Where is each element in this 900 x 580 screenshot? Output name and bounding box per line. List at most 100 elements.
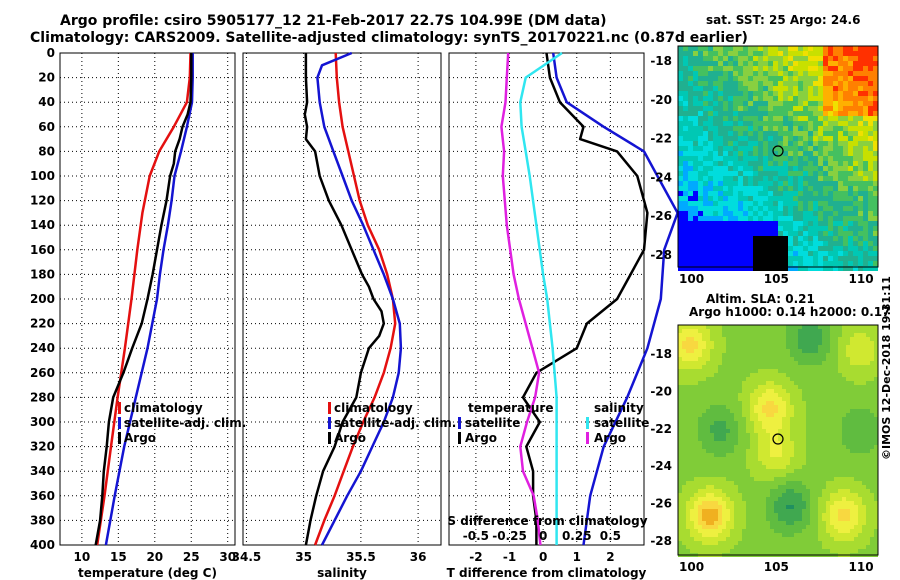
sla-map-cell — [790, 377, 794, 381]
sla-map-cell — [710, 345, 714, 349]
sla-map-cell — [730, 517, 734, 521]
sla-map-cell — [718, 409, 722, 413]
sla-y-tick: -22 — [650, 422, 672, 436]
sla-map-cell — [822, 541, 826, 545]
sst-map-cell — [678, 251, 683, 256]
sla-map-cell — [838, 417, 842, 421]
sst-map-cell — [718, 241, 723, 246]
sst-map-cell — [763, 156, 768, 161]
sla-map-cell — [694, 481, 698, 485]
sst-map-cell — [678, 91, 683, 96]
sst-map-cell — [803, 86, 808, 91]
sst-map-cell — [708, 236, 713, 241]
sst-map-cell — [808, 151, 813, 156]
sst-map-cell — [753, 221, 758, 226]
sst-map-cell — [758, 106, 763, 111]
sla-map-cell — [814, 329, 818, 333]
sla-map-cell — [694, 429, 698, 433]
sla-map-cell — [778, 473, 782, 477]
sla-map-cell — [714, 369, 718, 373]
sla-map-cell — [870, 477, 874, 481]
sst-map-cell — [693, 111, 698, 116]
sst-map-cell — [838, 231, 843, 236]
sla-map-cell — [722, 377, 726, 381]
sla-map-cell — [782, 405, 786, 409]
sla-map-cell — [690, 533, 694, 537]
sst-map-cell — [873, 146, 878, 151]
sla-map-cell — [718, 381, 722, 385]
depth-tick: 380 — [30, 513, 55, 527]
sla-map-cell — [702, 517, 706, 521]
sst-map-cell — [808, 261, 813, 266]
sst-map-cell — [698, 141, 703, 146]
sla-map-cell — [682, 537, 686, 541]
sla-map-cell — [838, 529, 842, 533]
sla-map-cell — [678, 417, 682, 421]
sla-map-cell — [846, 369, 850, 373]
sla-map-cell — [854, 357, 858, 361]
sla-map-cell — [850, 493, 854, 497]
sst-map-cell — [753, 161, 758, 166]
sst-map-cell — [818, 191, 823, 196]
sla-map-cell — [682, 449, 686, 453]
sst-map-cell — [743, 241, 748, 246]
sla-map-cell — [734, 533, 738, 537]
sla-map-cell — [814, 357, 818, 361]
sst-map-cell — [678, 176, 683, 181]
sst-map-cell — [778, 101, 783, 106]
sst-map-cell — [713, 96, 718, 101]
sla-map-cell — [722, 325, 726, 329]
sla-map-cell — [698, 449, 702, 453]
sla-map-cell — [842, 453, 846, 457]
sla-map-cell — [754, 421, 758, 425]
sst-map-cell — [678, 146, 683, 151]
sst-map-cell — [768, 131, 773, 136]
sla-map-cell — [862, 501, 866, 505]
sst-map-cell — [863, 216, 868, 221]
sst-map-cell — [778, 66, 783, 71]
sst-map-cell — [873, 46, 878, 51]
sst-map-cell — [713, 81, 718, 86]
sst-map-cell — [828, 51, 833, 56]
sla-map-cell — [718, 461, 722, 465]
sst-map-cell — [708, 206, 713, 211]
sst-map-cell — [753, 186, 758, 191]
sla-map-cell — [810, 369, 814, 373]
sla-map-cell — [766, 401, 770, 405]
sst-map-cell — [703, 211, 708, 216]
sla-map-cell — [846, 409, 850, 413]
sla-map-cell — [738, 333, 742, 337]
sla-map-cell — [758, 461, 762, 465]
sla-map-cell — [858, 537, 862, 541]
sla-map-cell — [770, 441, 774, 445]
sla-map-cell — [734, 393, 738, 397]
sla-map-cell — [770, 465, 774, 469]
sst-map-cell — [808, 146, 813, 151]
sla-map-cell — [874, 513, 878, 517]
sla-map-cell — [838, 509, 842, 513]
sst-map-cell — [868, 221, 873, 226]
sla-map-cell — [766, 473, 770, 477]
sla-map-cell — [686, 417, 690, 421]
sla-map-cell — [766, 529, 770, 533]
sst-map-cell — [718, 96, 723, 101]
sst-map-cell — [838, 191, 843, 196]
sla-map-cell — [782, 333, 786, 337]
sst-map-cell — [768, 256, 773, 261]
sla-map-cell — [838, 385, 842, 389]
sst-map-cell — [733, 151, 738, 156]
sla-map-cell — [858, 461, 862, 465]
sst-map-cell — [798, 186, 803, 191]
sst-map-cell — [763, 161, 768, 166]
sst-map-cell — [693, 216, 698, 221]
sla-map-cell — [794, 445, 798, 449]
sla-map-cell — [786, 461, 790, 465]
sla-map-cell — [738, 517, 742, 521]
sla-map-cell — [822, 341, 826, 345]
sst-map-cell — [758, 211, 763, 216]
sst-map-cell — [768, 236, 773, 241]
sla-map-cell — [782, 353, 786, 357]
sst-map-cell — [813, 141, 818, 146]
sla-map-cell — [818, 489, 822, 493]
sla-map-cell — [702, 377, 706, 381]
